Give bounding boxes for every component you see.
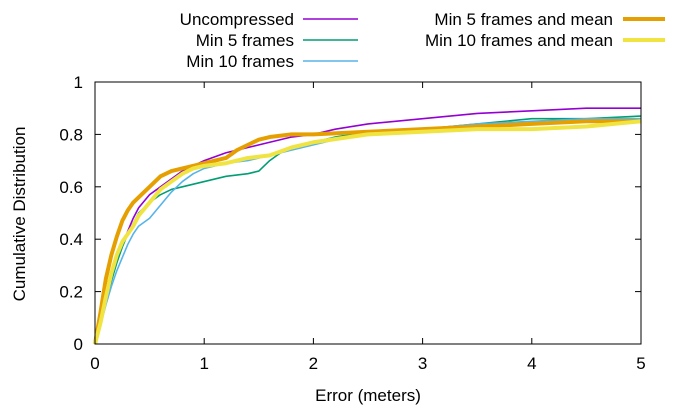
y-tick-label: 0 (74, 335, 83, 354)
y-tick-label: 0.6 (59, 178, 83, 197)
series-line-min-10-frames (94, 117, 641, 345)
legend-label-min-10-frames: Min 10 frames (186, 52, 294, 71)
x-tick-label: 1 (199, 354, 208, 373)
x-tick-label: 0 (90, 354, 99, 373)
y-tick-label: 0.2 (59, 283, 83, 302)
series-line-min-5-frames (94, 115, 642, 345)
series-line-uncompressed (94, 107, 641, 345)
y-axis-title: Cumulative Distribution (10, 127, 29, 302)
y-tick-label: 0.4 (59, 230, 83, 249)
series-layer (93, 107, 642, 345)
series-line-min-10-frames-and-mean (93, 119, 642, 345)
x-tick-label: 2 (309, 354, 318, 373)
y-tick-label: 1 (74, 73, 83, 92)
x-tick-label: 5 (636, 354, 645, 373)
x-axis-title: Error (meters) (315, 386, 421, 405)
series-line-min-5-frames-and-mean (93, 119, 641, 345)
legend-label-min-5-frames-mean: Min 5 frames and mean (434, 10, 613, 29)
legend-label-min-10-frames-mean: Min 10 frames and mean (425, 31, 613, 50)
x-tick-label: 3 (418, 354, 427, 373)
legend: Uncompressed Min 5 frames Min 10 frames … (180, 10, 665, 71)
plot-frame (94, 81, 642, 345)
axis-ticks: 0 1 2 3 4 5 0 0.2 0.4 0.6 0.8 1 (59, 73, 645, 373)
y-tick-label: 0.8 (59, 125, 83, 144)
legend-label-min-5-frames: Min 5 frames (196, 31, 294, 50)
x-tick-label: 4 (527, 354, 536, 373)
legend-label-uncompressed: Uncompressed (180, 10, 294, 29)
